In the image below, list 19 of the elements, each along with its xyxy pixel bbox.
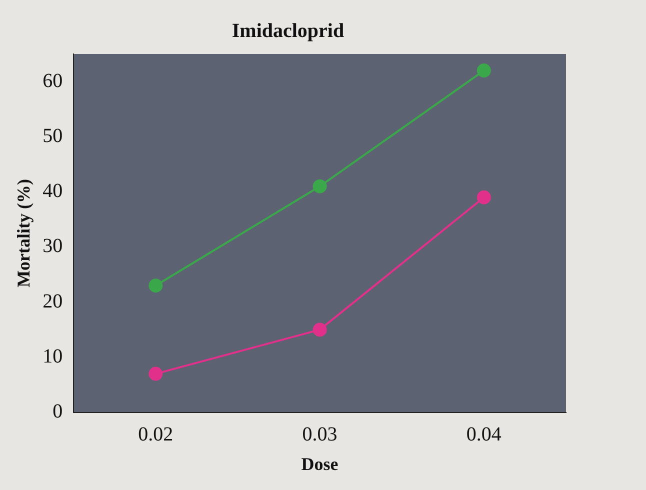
y-tick-label: 0 — [52, 400, 63, 423]
x-tick-label: 0.02 — [138, 424, 174, 446]
point — [312, 322, 327, 337]
y-tick-label: 50 — [42, 124, 63, 147]
x-tick-label: 0.04 — [466, 424, 502, 446]
point — [148, 278, 163, 293]
x-axis-title: Dose — [301, 454, 338, 474]
y-tick-label: 30 — [42, 235, 63, 258]
point — [476, 190, 491, 204]
y-tick-label: 10 — [42, 346, 63, 368]
x-tick-label: 0.03 — [302, 424, 338, 446]
y-axis-title: Mortality (%) — [13, 178, 34, 288]
point — [148, 366, 163, 381]
point — [476, 64, 491, 78]
chart-title: Imidacloprid — [232, 20, 344, 42]
point — [312, 179, 327, 194]
y-tick-label: 60 — [42, 70, 63, 92]
y-tick-label: 40 — [42, 180, 63, 202]
y-tick-label: 20 — [42, 290, 63, 312]
